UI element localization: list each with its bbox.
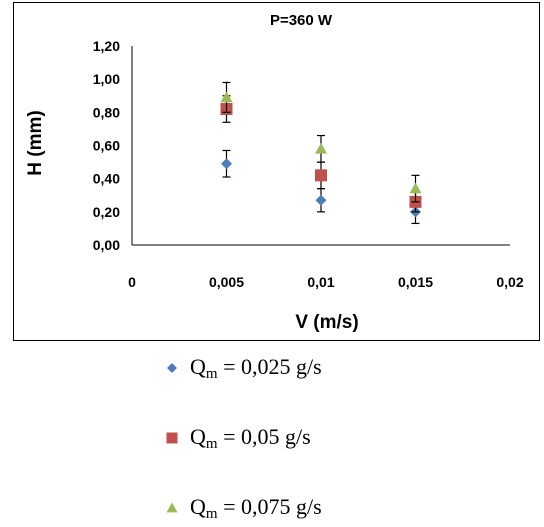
- data-marks: [220, 81, 422, 225]
- legend-label-value: = 0,025 g/s: [217, 353, 322, 379]
- y-tick-label: 0,60: [93, 138, 120, 154]
- data-point: [409, 182, 422, 194]
- series-1: [221, 149, 421, 225]
- legend-item: Qm = 0,05 g/s: [160, 423, 311, 453]
- legend-marker-svg: [166, 502, 178, 513]
- y-tick-label: 0,00: [93, 237, 120, 253]
- data-point: [220, 91, 233, 103]
- chart-svg: P=360 W 0,00 0,20 0,40 0,60 0,80 1,00 1,20 0 0,…: [25, 12, 524, 333]
- legend-label-main: Q: [190, 423, 206, 449]
- legend-label-subscript: m: [205, 435, 218, 452]
- legend-marker-shape: [166, 432, 178, 444]
- x-tick-labels: 0 0,005 0,01 0,015 0,02: [128, 274, 524, 290]
- legend-marker-shape: [167, 363, 177, 373]
- x-tick-label: 0,02: [496, 274, 523, 290]
- x-tick-label: 0,015: [398, 274, 433, 290]
- y-tick-labels: 0,00 0,20 0,40 0,60 0,80 1,00 1,20: [93, 38, 120, 253]
- legend: Qm = 0,025 g/s Qm = 0,05 g/s Qm = 0,075 g/…: [0, 345, 544, 527]
- chart-frame: P=360 W 0,00 0,20 0,40 0,60 0,80 1,00 1,20 0 0,…: [13, 2, 540, 341]
- legend-label-subscript: m: [205, 505, 218, 522]
- data-point: [315, 142, 327, 154]
- x-tick-label: 0: [128, 274, 136, 290]
- legend-marker-square-icon: [160, 428, 190, 448]
- series-3: [220, 81, 422, 203]
- x-tick-label: 0,01: [307, 274, 334, 290]
- data-point: [221, 158, 232, 170]
- legend-label-value: = 0,05 g/s: [217, 423, 311, 449]
- legend-label-main: Q: [190, 353, 206, 379]
- legend-label: Qm = 0,025 g/s: [190, 354, 322, 383]
- legend-label-main: Q: [190, 493, 206, 519]
- x-tick-label: 0,005: [209, 274, 244, 290]
- data-point: [315, 169, 327, 182]
- legend-item: Qm = 0,025 g/s: [160, 353, 322, 383]
- legend-label: Qm = 0,05 g/s: [190, 424, 311, 453]
- legend-marker-diamond-icon: [160, 358, 190, 378]
- y-tick-label: 1,20: [93, 38, 120, 54]
- legend-marker-svg: [166, 432, 178, 444]
- legend-marker-svg: [167, 363, 177, 373]
- legend-item: Qm = 0,075 g/s: [160, 493, 322, 523]
- legend-label-value: = 0,075 g/s: [217, 493, 322, 519]
- y-tick-label: 0,40: [93, 171, 120, 187]
- y-axis-label: H (mm): [25, 110, 46, 175]
- chart-title: P=360 W: [270, 12, 333, 29]
- legend-label-subscript: m: [205, 365, 218, 382]
- x-axis-label: V (m/s): [295, 312, 358, 333]
- y-tick-label: 0,80: [93, 104, 120, 120]
- y-tick-label: 1,00: [93, 71, 120, 87]
- legend-marker-triangle-icon: [160, 498, 190, 518]
- y-tick-label: 0,20: [93, 204, 120, 220]
- data-point: [315, 194, 327, 206]
- legend-marker-shape: [166, 502, 178, 513]
- legend-label: Qm = 0,075 g/s: [190, 494, 322, 523]
